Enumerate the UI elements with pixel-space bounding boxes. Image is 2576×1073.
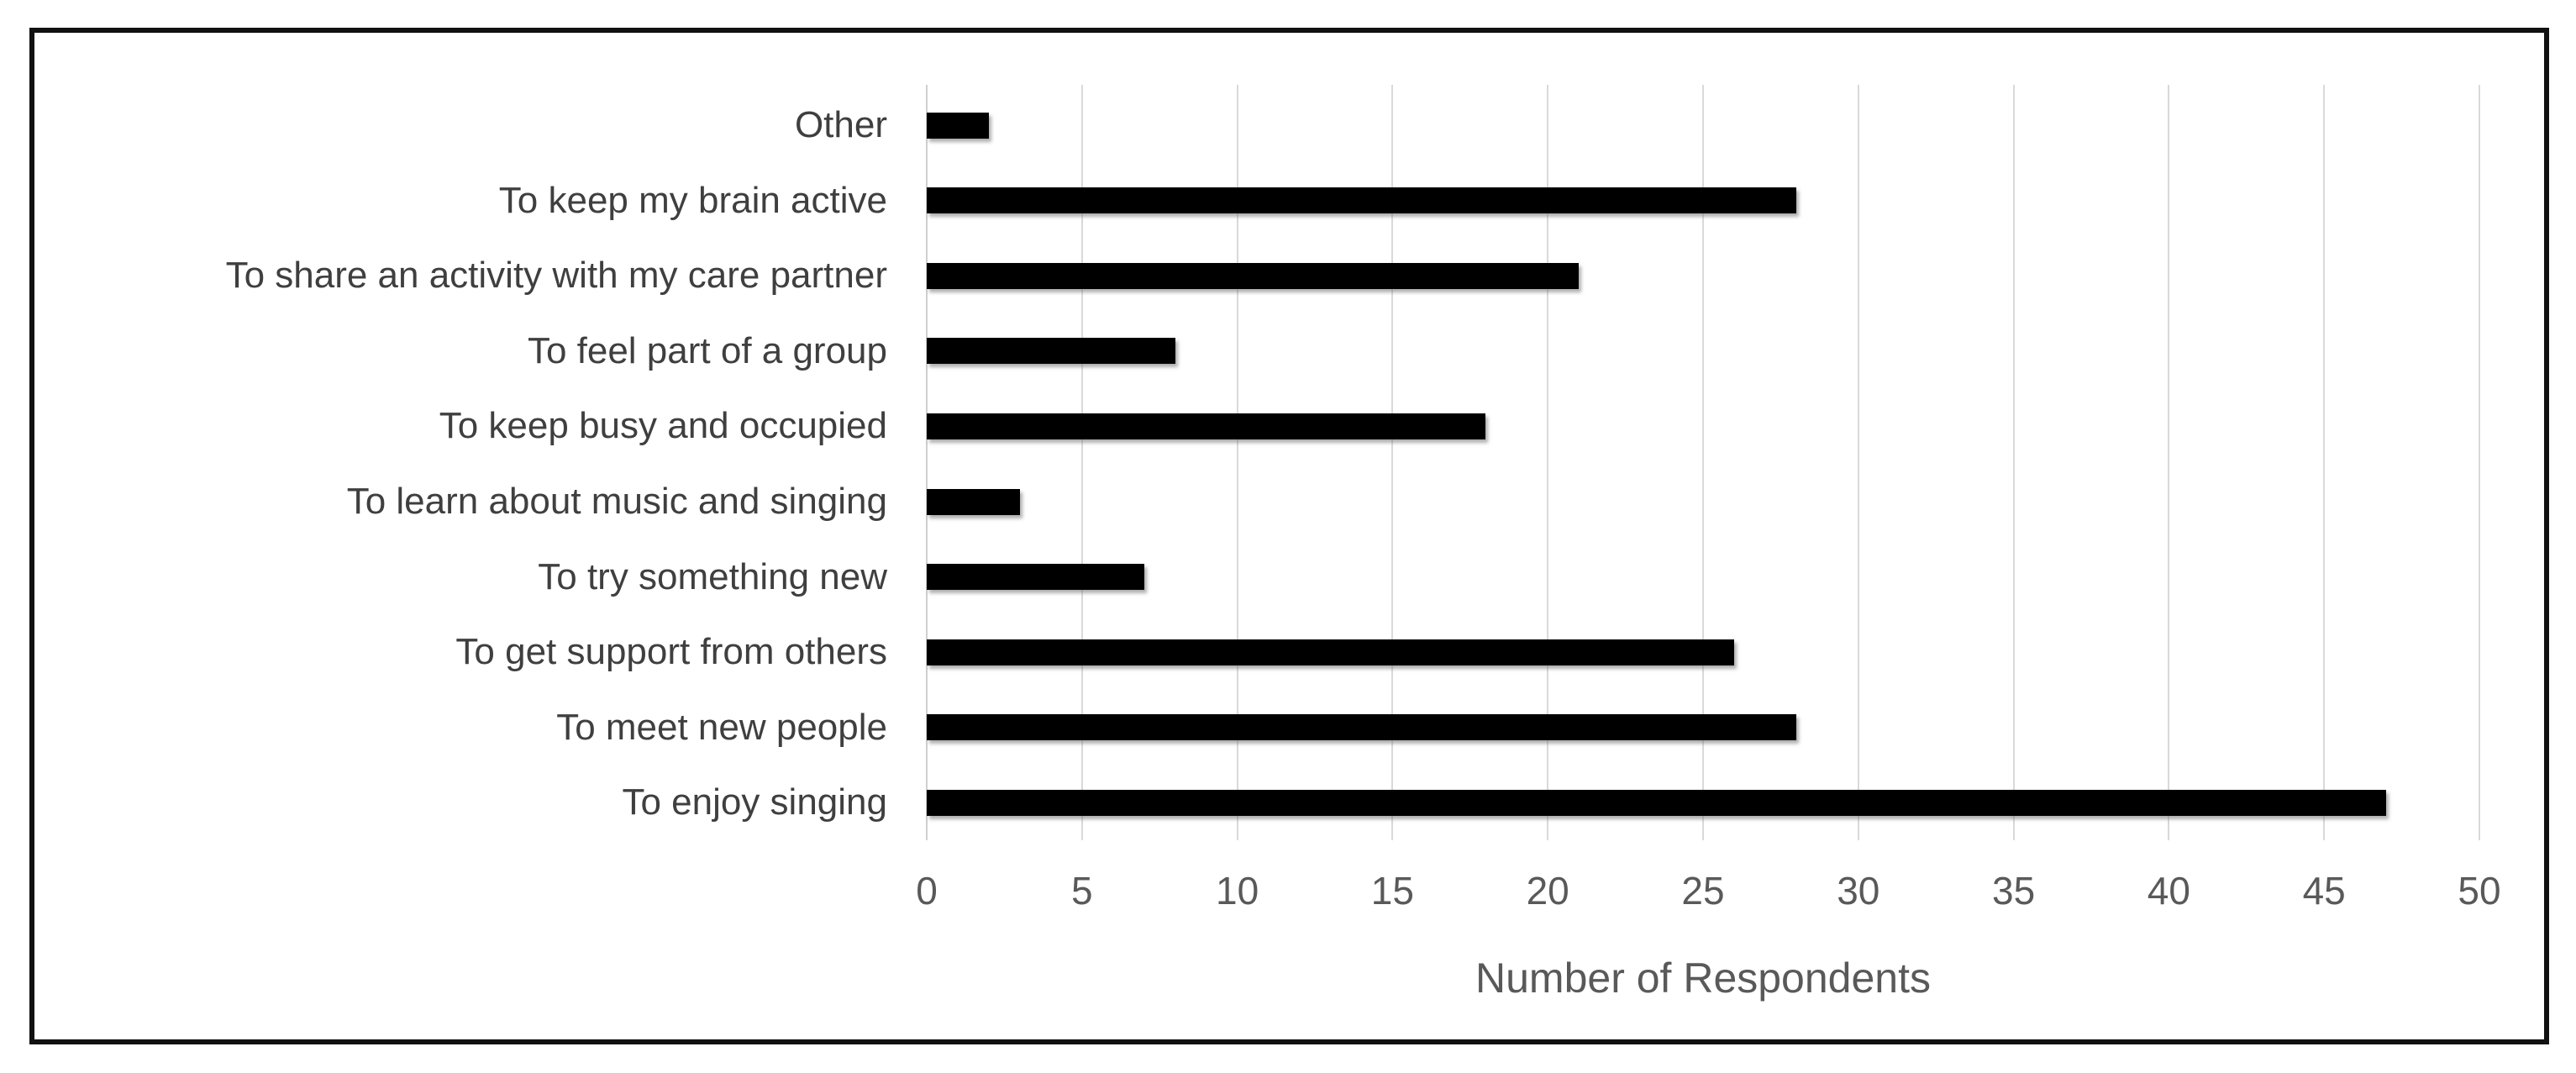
category-label: To get support from others — [455, 631, 887, 673]
chart-frame: Other To keep my brain active To share an … — [29, 28, 2549, 1044]
zero-gridline — [926, 85, 928, 840]
gridline — [1236, 85, 1238, 840]
x-tick-label: 30 — [1837, 869, 1880, 913]
gridline — [2479, 85, 2480, 840]
category-label: To enjoy singing — [622, 781, 887, 823]
x-tick-label: 50 — [2458, 869, 2501, 913]
x-tick-label: 20 — [1526, 869, 1569, 913]
bar — [927, 413, 1486, 439]
x-tick-label: 25 — [1681, 869, 1725, 913]
x-tick-label: 5 — [1071, 869, 1093, 913]
gridline — [1080, 85, 1083, 840]
gridline — [1857, 85, 1859, 840]
x-tick-label: 40 — [2147, 869, 2190, 913]
x-tick-label: 15 — [1370, 869, 1414, 913]
x-tick-label: 35 — [1992, 869, 2036, 913]
category-label: To try something new — [538, 555, 887, 597]
bar — [927, 112, 989, 139]
gridline — [1702, 85, 1704, 840]
gridline — [2012, 85, 2015, 840]
gridline — [2323, 85, 2326, 840]
category-label: To learn about music and singing — [346, 481, 887, 522]
bar — [927, 789, 2387, 816]
x-axis-title: Number of Respondents — [1475, 955, 1931, 1002]
category-label: To meet new people — [556, 706, 887, 748]
gridline — [1391, 85, 1394, 840]
category-label: To share an activity with my care partne… — [225, 255, 887, 297]
category-label: Other — [794, 104, 887, 145]
gridline — [2168, 85, 2170, 840]
x-tick-label: 0 — [916, 869, 938, 913]
gridline — [1547, 85, 1549, 840]
bar — [927, 187, 1796, 214]
x-tick-label: 10 — [1216, 869, 1259, 913]
x-tick-label: 45 — [2302, 869, 2346, 913]
bar — [927, 714, 1796, 741]
category-label: To keep my brain active — [498, 179, 887, 221]
category-label: To keep busy and occupied — [439, 405, 887, 447]
bar — [927, 639, 1734, 665]
category-label: To feel part of a group — [527, 329, 887, 371]
bar — [927, 262, 1580, 289]
bar — [927, 564, 1144, 591]
bar — [927, 338, 1175, 365]
bar — [927, 488, 1020, 515]
